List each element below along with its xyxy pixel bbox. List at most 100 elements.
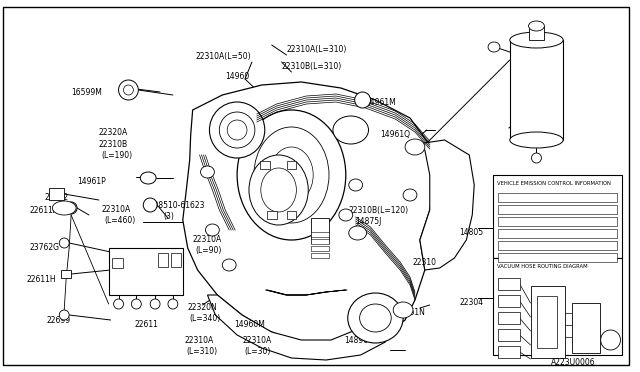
Bar bbox=[287, 161, 296, 169]
Ellipse shape bbox=[339, 209, 353, 221]
Bar bbox=[572, 303, 600, 353]
Ellipse shape bbox=[140, 172, 156, 184]
Bar bbox=[510, 40, 563, 140]
Bar bbox=[311, 239, 329, 244]
Ellipse shape bbox=[227, 120, 247, 140]
Bar bbox=[111, 258, 124, 268]
Text: 14961Q: 14961Q bbox=[380, 130, 410, 139]
Ellipse shape bbox=[349, 179, 363, 191]
Text: 23762G: 23762G bbox=[29, 243, 60, 252]
Ellipse shape bbox=[488, 42, 500, 52]
Circle shape bbox=[60, 310, 69, 320]
Ellipse shape bbox=[124, 85, 133, 95]
Bar bbox=[61, 270, 71, 278]
Text: 14960M: 14960M bbox=[234, 320, 265, 329]
Text: 23762: 23762 bbox=[44, 193, 68, 202]
Bar bbox=[260, 161, 269, 169]
Text: 14950: 14950 bbox=[511, 128, 535, 137]
Text: (L=460): (L=460) bbox=[105, 216, 136, 225]
Text: (L=340): (L=340) bbox=[189, 314, 221, 323]
Ellipse shape bbox=[360, 304, 391, 332]
Text: A223U0006: A223U0006 bbox=[551, 358, 596, 367]
Circle shape bbox=[65, 202, 77, 214]
Bar bbox=[498, 253, 618, 262]
Bar bbox=[538, 296, 557, 348]
Bar bbox=[531, 286, 565, 358]
PathPatch shape bbox=[410, 140, 474, 270]
Ellipse shape bbox=[220, 112, 255, 148]
Text: (L=190): (L=190) bbox=[102, 151, 133, 160]
Bar bbox=[498, 241, 618, 250]
Text: 14890: 14890 bbox=[344, 336, 368, 345]
PathPatch shape bbox=[207, 295, 395, 360]
Bar bbox=[49, 188, 64, 200]
Ellipse shape bbox=[532, 153, 541, 163]
Text: 22611H: 22611H bbox=[27, 275, 56, 284]
Bar bbox=[493, 175, 623, 258]
Circle shape bbox=[114, 299, 124, 309]
Text: 22310A: 22310A bbox=[242, 336, 271, 345]
Text: 14961P: 14961P bbox=[77, 177, 106, 186]
Ellipse shape bbox=[205, 224, 220, 236]
Text: ©08510-61623: ©08510-61623 bbox=[146, 201, 205, 210]
Text: 14805: 14805 bbox=[460, 228, 484, 237]
Text: 22310A: 22310A bbox=[193, 235, 222, 244]
Bar bbox=[498, 346, 520, 358]
Ellipse shape bbox=[333, 116, 369, 144]
Text: 22699: 22699 bbox=[47, 316, 70, 325]
Bar bbox=[493, 258, 623, 355]
Ellipse shape bbox=[222, 259, 236, 271]
Ellipse shape bbox=[510, 132, 563, 148]
Text: 22310A: 22310A bbox=[102, 205, 131, 214]
Ellipse shape bbox=[269, 147, 313, 203]
Text: 22310B: 22310B bbox=[99, 140, 128, 149]
Ellipse shape bbox=[261, 168, 296, 212]
Ellipse shape bbox=[348, 293, 403, 343]
Bar bbox=[498, 229, 618, 238]
Ellipse shape bbox=[237, 110, 346, 240]
Text: 22310B(L=310): 22310B(L=310) bbox=[282, 62, 342, 71]
Text: Ⓢ: Ⓢ bbox=[145, 200, 150, 209]
Ellipse shape bbox=[405, 139, 425, 155]
Text: 14961N: 14961N bbox=[395, 308, 425, 317]
Bar bbox=[158, 253, 168, 267]
Text: 22310A: 22310A bbox=[185, 336, 214, 345]
Text: 22310A(L=50): 22310A(L=50) bbox=[196, 52, 252, 61]
Bar bbox=[529, 26, 545, 40]
Ellipse shape bbox=[118, 80, 138, 100]
Ellipse shape bbox=[355, 92, 371, 108]
Text: (L=90): (L=90) bbox=[196, 246, 222, 255]
Circle shape bbox=[168, 299, 178, 309]
Ellipse shape bbox=[254, 127, 329, 223]
Bar bbox=[498, 312, 520, 324]
Ellipse shape bbox=[200, 166, 214, 178]
Text: 22304: 22304 bbox=[460, 298, 484, 307]
Text: (L=310): (L=310) bbox=[187, 347, 218, 356]
Ellipse shape bbox=[209, 102, 265, 158]
Ellipse shape bbox=[403, 189, 417, 201]
Text: 14961M: 14961M bbox=[365, 98, 396, 107]
Text: VEHICLE EMISSION CONTROL INFORMATION: VEHICLE EMISSION CONTROL INFORMATION bbox=[497, 181, 611, 186]
Bar bbox=[109, 248, 183, 295]
Circle shape bbox=[60, 238, 69, 248]
Bar bbox=[311, 246, 329, 251]
Bar bbox=[498, 217, 618, 226]
PathPatch shape bbox=[183, 82, 435, 348]
Bar bbox=[311, 218, 329, 243]
Circle shape bbox=[150, 299, 160, 309]
Bar bbox=[498, 278, 520, 290]
Text: (3): (3) bbox=[163, 212, 174, 221]
Circle shape bbox=[601, 330, 620, 350]
Text: 14875J: 14875J bbox=[356, 217, 382, 226]
Bar bbox=[498, 193, 618, 202]
Bar bbox=[311, 232, 329, 237]
Text: (L=30): (L=30) bbox=[244, 347, 271, 356]
Text: VACUUM HOSE ROUTING DIAGRAM: VACUUM HOSE ROUTING DIAGRAM bbox=[497, 264, 588, 269]
Text: 22310A(L=310): 22310A(L=310) bbox=[287, 45, 347, 54]
Text: 22320A: 22320A bbox=[99, 128, 128, 137]
Ellipse shape bbox=[510, 32, 563, 48]
Ellipse shape bbox=[529, 21, 545, 31]
Bar bbox=[498, 295, 520, 307]
Circle shape bbox=[143, 198, 157, 212]
Text: 22320N: 22320N bbox=[188, 303, 218, 312]
